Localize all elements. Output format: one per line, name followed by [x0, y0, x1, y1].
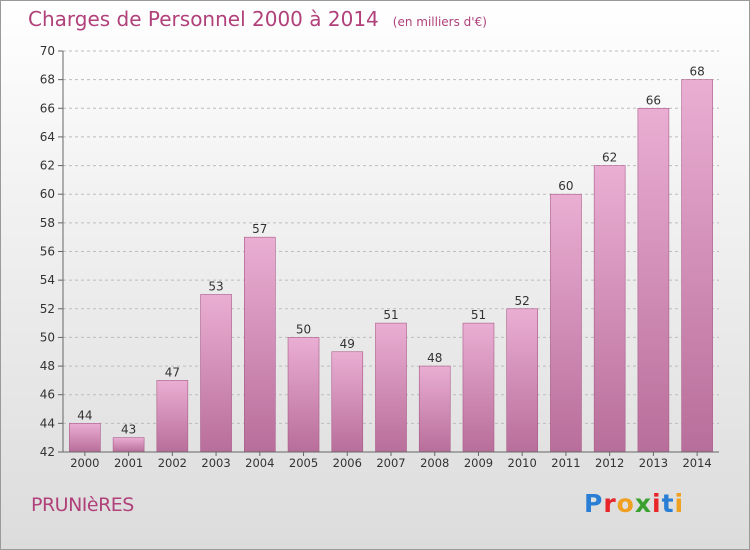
logo-letter: x: [634, 489, 652, 518]
bars: [69, 79, 713, 453]
x-tick-label: 2000: [70, 456, 99, 470]
logo-letter: o: [616, 489, 635, 518]
x-tick-label: 2006: [333, 456, 362, 470]
bar: [593, 165, 626, 453]
proxiti-logo: Proxiti: [584, 489, 684, 518]
x-tick-label: 2004: [245, 456, 274, 470]
data-label: 48: [427, 351, 442, 365]
y-tick-label: 44: [40, 416, 55, 430]
data-label: 50: [296, 322, 311, 336]
x-tick-label: 2007: [376, 456, 405, 470]
chart-unit: (en milliers d'€): [392, 15, 487, 29]
bar: [681, 79, 713, 453]
data-label: 43: [121, 423, 136, 437]
bar: [550, 193, 582, 453]
bar: [244, 236, 276, 453]
x-tick-label: 2001: [114, 456, 143, 470]
bar: [375, 322, 407, 453]
commune-name: PRUNIèRES: [31, 494, 134, 516]
y-tick-label: 54: [40, 273, 55, 287]
data-label: 49: [340, 337, 355, 351]
logo-letter: r: [603, 489, 617, 518]
x-axis: 2000 2001 2002 2003 2004 2005 2006 2007 2008 2009…: [63, 451, 719, 470]
logo-letter: t: [661, 489, 675, 518]
data-label: 66: [646, 93, 661, 107]
y-tick-label: 50: [40, 330, 55, 344]
y-tick-label: 46: [40, 388, 55, 402]
data-labels: 44 43 47 53 57 50 49 51 48 51 52 60 62 66 68: [77, 65, 705, 437]
bar: [506, 308, 539, 453]
bar: [331, 351, 364, 453]
x-tick-label: 2009: [464, 456, 493, 470]
chart-title-text: Charges de Personnel 2000 à 2014: [28, 7, 379, 31]
y-tick-label: 64: [40, 130, 55, 144]
data-label: 53: [208, 279, 223, 293]
x-tick-label: 2005: [289, 456, 318, 470]
data-label: 60: [558, 179, 573, 193]
x-tick-label: 2010: [508, 456, 537, 470]
data-label: 62: [602, 151, 617, 165]
y-tick-label: 52: [40, 302, 55, 316]
y-tick-label: 60: [40, 187, 55, 201]
x-tick-label: 2002: [158, 456, 187, 470]
data-label: 47: [165, 365, 180, 379]
data-label: 57: [252, 222, 267, 236]
x-tick-label: 2011: [551, 456, 580, 470]
logo-letter: i: [674, 489, 685, 518]
bar: [418, 365, 451, 453]
y-tick-label: 66: [40, 101, 55, 115]
x-tick-label: 2008: [420, 456, 449, 470]
data-label: 51: [471, 308, 486, 322]
y-tick-label: 62: [40, 159, 55, 173]
bar: [69, 423, 101, 453]
bar: [287, 337, 320, 453]
data-label: 44: [77, 408, 92, 422]
y-tick-label: 58: [40, 216, 55, 230]
data-label: 52: [515, 294, 530, 308]
bar: [462, 322, 495, 453]
y-axis: 42 44 46 48 50 52 54 56 58 60 62 64 66 68 70: [40, 44, 64, 459]
y-tick-label: 42: [40, 445, 55, 459]
bar: [112, 437, 145, 453]
bar: [637, 107, 670, 453]
x-tick-label: 2014: [682, 456, 711, 470]
logo-letter: i: [652, 489, 662, 518]
x-tick-label: 2003: [201, 456, 230, 470]
data-label: 68: [689, 65, 704, 79]
y-tick-label: 70: [40, 44, 55, 58]
bar: [200, 294, 232, 453]
y-tick-label: 48: [40, 359, 55, 373]
logo-letter: P: [584, 489, 604, 518]
x-tick-label: 2013: [639, 456, 668, 470]
chart-title: Charges de Personnel 2000 à 2014 (en mill…: [28, 7, 487, 31]
y-tick-label: 56: [40, 245, 55, 259]
bar: [156, 380, 189, 453]
y-tick-label: 68: [40, 73, 55, 87]
x-tick-label: 2012: [595, 456, 624, 470]
data-label: 51: [383, 308, 398, 322]
